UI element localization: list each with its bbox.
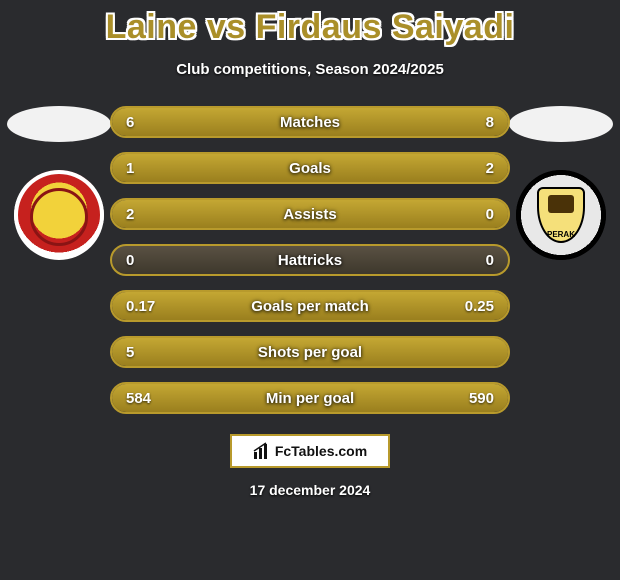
stat-row: 0.17Goals per match0.25	[110, 290, 510, 322]
stat-row: 6Matches8	[110, 106, 510, 138]
stats-panel: 6Matches81Goals22Assists00Hattricks00.17…	[110, 106, 510, 414]
stat-row: 0Hattricks0	[110, 244, 510, 276]
season-subtitle: Club competitions, Season 2024/2025	[0, 61, 620, 78]
team-crest-left	[14, 170, 104, 260]
stat-label: Hattricks	[112, 252, 508, 269]
page-title: Laine vs Firdaus Saiyadi	[0, 0, 620, 47]
player-silhouette-left	[7, 106, 111, 142]
comparison-content: PERAK 6Matches81Goals22Assists00Hattrick…	[0, 106, 620, 414]
stat-value-right: 0	[486, 252, 494, 269]
stat-label: Goals per match	[112, 298, 508, 315]
stat-label: Assists	[112, 206, 508, 223]
stat-value-right: 0	[486, 206, 494, 223]
site-attribution[interactable]: FcTables.com	[230, 434, 390, 468]
site-label: FcTables.com	[275, 443, 367, 459]
stat-value-right: 2	[486, 160, 494, 177]
stat-value-right: 590	[469, 390, 494, 407]
stat-value-right: 0.25	[465, 298, 494, 315]
stat-value-right: 8	[486, 114, 494, 131]
right-player-column: PERAK	[506, 106, 616, 260]
stat-label: Min per goal	[112, 390, 508, 407]
stat-row: 2Assists0	[110, 198, 510, 230]
player-silhouette-right	[509, 106, 613, 142]
stat-label: Goals	[112, 160, 508, 177]
bar-chart-icon	[253, 442, 271, 460]
stat-label: Shots per goal	[112, 344, 508, 361]
stat-row: 1Goals2	[110, 152, 510, 184]
stat-row: 5Shots per goal	[110, 336, 510, 368]
team-crest-right: PERAK	[516, 170, 606, 260]
stat-label: Matches	[112, 114, 508, 131]
date-label: 17 december 2024	[0, 482, 620, 498]
team-crest-right-shield: PERAK	[537, 187, 585, 243]
stat-row: 584Min per goal590	[110, 382, 510, 414]
left-player-column	[4, 106, 114, 260]
